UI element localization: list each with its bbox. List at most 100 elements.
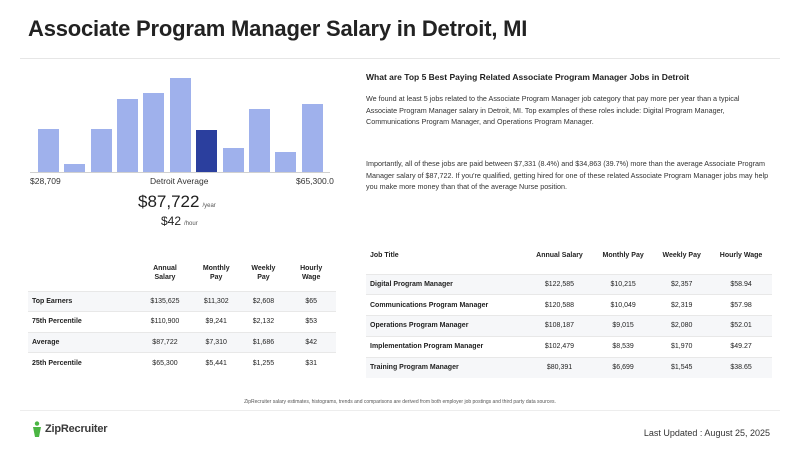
histogram-min-label: $28,709	[30, 176, 61, 186]
column-header: Weekly Pay	[251, 264, 276, 281]
histogram-bar	[302, 104, 323, 172]
data-source-footnote: ZipRecruiter salary estimates, histogram…	[244, 399, 556, 405]
histogram-bar	[170, 78, 191, 172]
job-title-cell: Digital Program Manager	[366, 273, 526, 295]
table-cell: $122,585	[526, 273, 593, 295]
table-cell: $7,310	[191, 331, 241, 353]
histogram-bar	[275, 152, 296, 172]
table-cell: $38.65	[710, 356, 772, 378]
row-label: Average	[28, 331, 138, 353]
last-updated-date: Last Updated : August 25, 2025	[643, 428, 770, 438]
table-cell: $2,357	[653, 273, 711, 295]
table-cell: $135,625	[138, 290, 192, 312]
table-cell: $2,132	[240, 311, 287, 332]
column-header: Annual Salary	[536, 252, 583, 260]
column-header: Hourly Wage	[719, 252, 763, 260]
table-cell: $1,970	[653, 335, 711, 358]
job-title-cell: Operations Program Manager	[366, 315, 526, 337]
table-cell: $1,686	[240, 331, 287, 353]
table-row: Average $87,722 $7,310 $1,686 $42	[28, 331, 336, 353]
histogram-bar	[223, 148, 244, 172]
table-cell: $5,441	[191, 352, 241, 373]
table-cell: $10,215	[592, 273, 654, 295]
average-annual-value: $87,722	[138, 192, 200, 211]
table-cell: $11,302	[191, 290, 241, 312]
table-cell: $110,900	[138, 311, 192, 332]
table-cell: $65	[286, 290, 336, 312]
table-cell: $1,545	[653, 356, 711, 378]
table-cell: $9,015	[592, 315, 654, 337]
histogram-max-label: $65,300.0	[296, 176, 334, 186]
table-cell: $2,080	[653, 315, 711, 337]
table-cell: $102,479	[526, 335, 593, 358]
table-cell: $53	[286, 311, 336, 332]
column-header: Hourly Wage	[300, 264, 323, 281]
histogram-bar-active	[196, 130, 217, 172]
table-cell: $31	[286, 352, 336, 373]
table-cell: $120,588	[526, 294, 593, 316]
table-row: 75th Percentile $110,900 $9,241 $2,132 $…	[28, 311, 336, 332]
row-label: Top Earners	[28, 290, 138, 312]
table-row: Training Program Manager $80,391 $6,699 …	[366, 356, 772, 378]
table-cell: $87,722	[138, 331, 192, 353]
table-cell: $2,319	[653, 294, 711, 316]
table-row: Implementation Program Manager $102,479 …	[366, 335, 772, 358]
table-cell: $52.01	[710, 315, 772, 337]
related-jobs-detail: Importantly, all of these jobs are paid …	[366, 159, 769, 192]
table-cell: $57.98	[710, 294, 772, 316]
histogram-bar	[91, 129, 112, 172]
table-cell: $10,049	[592, 294, 654, 316]
table-row: Digital Program Manager $122,585 $10,215…	[366, 273, 772, 295]
column-header: Weekly Pay	[662, 252, 701, 260]
ziprecruiter-logo[interactable]: ZipRecruiter	[32, 421, 108, 437]
top-divider	[20, 58, 780, 59]
column-header: Monthly Pay	[602, 252, 644, 260]
table-cell: $6,699	[592, 356, 654, 378]
column-header: Monthly Pay	[202, 264, 230, 281]
table-cell: $2,608	[240, 290, 287, 312]
table-row: Operations Program Manager $108,187 $9,0…	[366, 315, 772, 337]
table-row: Top Earners $135,625 $11,302 $2,608 $65	[28, 290, 336, 312]
table-cell: $65,300	[138, 352, 192, 373]
ziprecruiter-logo-icon	[33, 421, 41, 437]
column-header	[28, 255, 138, 291]
related-jobs-heading: What are Top 5 Best Paying Related Assoc…	[366, 72, 690, 82]
salary-histogram	[38, 78, 328, 172]
page-title: Associate Program Manager Salary in Detr…	[28, 16, 528, 41]
table-cell: $58.94	[710, 273, 772, 295]
histogram-bar	[249, 109, 270, 172]
histogram-bar	[143, 93, 164, 172]
table-cell: $108,187	[526, 315, 593, 337]
row-label: 25th Percentile	[28, 352, 138, 373]
column-header: Annual Salary	[153, 264, 177, 281]
logo-text: ZipRecruiter	[45, 423, 108, 435]
average-annual-unit: /year	[202, 203, 216, 209]
table-cell: $42	[286, 331, 336, 353]
table-cell: $9,241	[191, 311, 241, 332]
histogram-bar	[117, 99, 138, 172]
histogram-center-label: Detroit Average	[150, 176, 209, 186]
job-title-cell: Implementation Program Manager	[366, 335, 526, 358]
table-cell: $8,539	[592, 335, 654, 358]
job-title-cell: Training Program Manager	[366, 356, 526, 378]
average-hourly-wage: $42 /hour	[161, 214, 198, 228]
column-header: Job Title	[370, 252, 399, 260]
row-label: 75th Percentile	[28, 311, 138, 332]
table-header-row: Job Title Annual Salary Monthly Pay Week…	[366, 238, 772, 274]
salary-percentile-table: Annual Salary Monthly Pay Weekly Pay Hou…	[28, 255, 336, 373]
table-row: 25th Percentile $65,300 $5,441 $1,255 $3…	[28, 352, 336, 373]
average-annual-salary: $87,722 /year	[138, 192, 216, 212]
average-hourly-unit: /hour	[184, 221, 198, 227]
table-cell: $80,391	[526, 356, 593, 378]
job-title-cell: Communications Program Manager	[366, 294, 526, 316]
bottom-divider	[20, 410, 780, 411]
histogram-bar	[38, 129, 59, 172]
table-cell: $49.27	[710, 335, 772, 358]
histogram-baseline	[30, 172, 330, 173]
table-header-row: Annual Salary Monthly Pay Weekly Pay Hou…	[28, 255, 336, 291]
histogram-bar	[64, 164, 85, 172]
average-hourly-value: $42	[161, 214, 182, 228]
related-jobs-table: Job Title Annual Salary Monthly Pay Week…	[366, 238, 772, 378]
table-row: Communications Program Manager $120,588 …	[366, 294, 772, 316]
related-jobs-intro: We found at least 5 jobs related to the …	[366, 94, 740, 127]
